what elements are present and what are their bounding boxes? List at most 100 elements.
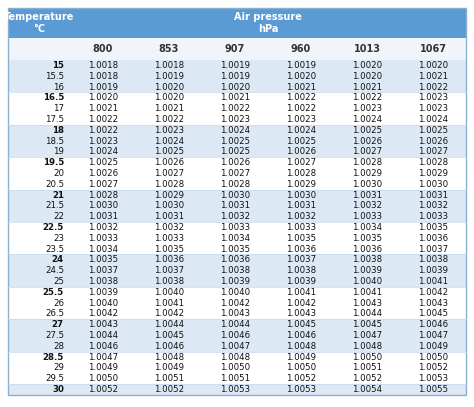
Bar [136,233,202,244]
Bar [268,222,334,233]
Text: 1.0023: 1.0023 [220,115,250,124]
Bar [334,254,400,265]
Bar [268,147,334,157]
Bar [70,125,136,136]
Bar [268,200,334,211]
Text: 1.0027: 1.0027 [154,169,184,178]
Text: 29: 29 [53,363,64,372]
Bar [8,103,70,114]
Text: 26: 26 [53,298,64,308]
Bar [70,233,136,244]
Text: 1.0046: 1.0046 [286,331,316,340]
Bar [334,60,400,71]
Bar [268,233,334,244]
Text: 1.0055: 1.0055 [418,385,448,394]
Text: 1.0045: 1.0045 [352,320,382,329]
Text: 1.0034: 1.0034 [220,234,250,243]
Bar [8,276,70,287]
Bar [202,103,268,114]
Text: 1.0028: 1.0028 [352,158,382,167]
Text: 1.0022: 1.0022 [418,83,448,92]
Bar [268,211,334,222]
Bar [334,309,400,319]
Bar [334,298,400,309]
Text: 1.0021: 1.0021 [154,104,184,113]
Text: 1.0020: 1.0020 [154,83,184,92]
Bar [202,81,268,92]
Bar [136,222,202,233]
Bar [334,92,400,103]
Bar [8,60,70,71]
Bar [202,309,268,319]
Text: 21.5: 21.5 [45,201,64,210]
Bar [334,265,400,276]
Bar [136,125,202,136]
Text: 26.5: 26.5 [45,309,64,318]
Text: 1.0019: 1.0019 [88,83,118,92]
Text: 22.5: 22.5 [43,223,64,232]
Text: 1.0033: 1.0033 [154,234,184,243]
Bar [70,211,136,222]
Bar [400,362,466,373]
Bar [334,244,400,254]
Text: 1.0023: 1.0023 [418,104,448,113]
Bar [334,222,400,233]
Bar [70,190,136,200]
Text: 1.0048: 1.0048 [286,342,316,351]
Bar [268,190,334,200]
Text: 1.0039: 1.0039 [418,266,448,275]
Bar [202,384,268,395]
Bar [400,103,466,114]
Bar [268,60,334,71]
Text: 1.0024: 1.0024 [154,136,184,145]
Text: 1.0018: 1.0018 [154,61,184,70]
Bar [202,298,268,309]
Text: 1.0028: 1.0028 [418,158,448,167]
Text: 1.0024: 1.0024 [352,115,382,124]
Text: 1.0022: 1.0022 [220,104,250,113]
Text: 1.0047: 1.0047 [220,342,250,351]
Bar [400,200,466,211]
Bar [8,319,70,330]
Bar [334,190,400,200]
Text: 27.5: 27.5 [45,331,64,340]
Text: 19: 19 [53,147,64,156]
Text: 1.0023: 1.0023 [88,136,118,145]
Text: 25.5: 25.5 [43,288,64,297]
Bar [136,179,202,190]
Text: 1.0046: 1.0046 [220,331,250,340]
Text: 1.0035: 1.0035 [286,234,316,243]
Bar [202,157,268,168]
Text: 1.0048: 1.0048 [154,352,184,361]
Text: 1.0051: 1.0051 [154,374,184,383]
Bar [70,373,136,384]
Text: 1.0043: 1.0043 [418,298,448,308]
Bar [70,157,136,168]
Bar [70,200,136,211]
Text: 18: 18 [52,126,64,135]
Text: 1.0038: 1.0038 [88,277,118,286]
Text: 1.0053: 1.0053 [418,374,448,383]
Bar [136,114,202,125]
Bar [268,319,334,330]
Bar [400,190,466,200]
Text: 1.0022: 1.0022 [286,93,316,102]
Text: 1.0030: 1.0030 [220,190,250,199]
Text: 1.0052: 1.0052 [286,374,316,383]
Text: 1.0021: 1.0021 [88,104,118,113]
Bar [70,254,136,265]
Bar [136,157,202,168]
Bar [8,362,70,373]
Text: 1.0047: 1.0047 [418,331,448,340]
Bar [400,287,466,298]
Bar [400,298,466,309]
Text: 29.5: 29.5 [45,374,64,383]
Text: 1013: 1013 [354,44,381,54]
Text: 1.0027: 1.0027 [418,147,448,156]
Text: 1.0020: 1.0020 [418,61,448,70]
Text: 1.0038: 1.0038 [286,266,316,275]
Bar [8,157,70,168]
Bar [334,211,400,222]
Text: 1.0042: 1.0042 [418,288,448,297]
Bar [136,384,202,395]
